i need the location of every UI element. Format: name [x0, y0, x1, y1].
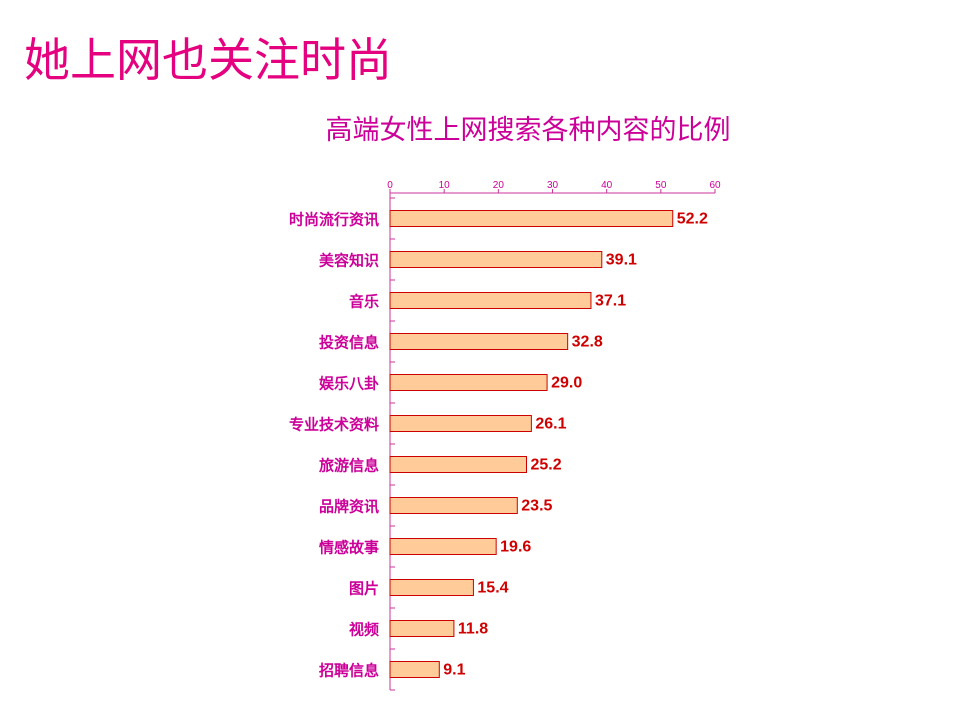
bar [389, 374, 548, 391]
value-label: 11.8 [458, 621, 488, 638]
bar [389, 620, 455, 637]
category-labels: 时尚流行资讯美容知识音乐投资信息娱乐八卦专业技术资料旅游信息品牌资讯情感故事图片… [289, 211, 379, 680]
bar [389, 333, 569, 350]
x-tick-label: 30 [547, 180, 559, 191]
category-label: 娱乐八卦 [319, 375, 379, 393]
x-axis-ticks: 0 10 20 30 40 50 60 [387, 180, 721, 193]
value-label: 39.1 [606, 252, 637, 269]
value-label: 32.8 [572, 334, 603, 351]
bar-series [389, 210, 674, 678]
bar [389, 661, 440, 678]
value-label: 29.0 [551, 375, 582, 392]
bar [389, 497, 518, 514]
value-label: 52.2 [677, 211, 708, 228]
value-label: 15.4 [477, 580, 508, 597]
x-tick-label: 10 [439, 180, 451, 191]
bar [389, 251, 603, 268]
value-label: 26.1 [535, 416, 566, 433]
value-label: 37.1 [595, 293, 626, 310]
category-label: 视频 [349, 621, 379, 639]
category-label: 情感故事 [319, 539, 379, 557]
x-tick-label: 60 [709, 180, 721, 191]
slide-title: 她上网也关注时尚 [24, 33, 392, 87]
category-label: 图片 [349, 580, 379, 598]
value-label: 25.2 [531, 457, 562, 474]
x-tick-label: 50 [655, 180, 667, 191]
x-tick-label: 0 [387, 180, 393, 191]
value-label: 23.5 [521, 498, 552, 515]
bar [389, 538, 497, 555]
value-label: 19.6 [500, 539, 531, 556]
x-tick-label: 20 [493, 180, 505, 191]
category-label: 旅游信息 [319, 457, 379, 475]
bar [389, 292, 592, 309]
x-tick-label: 40 [601, 180, 613, 191]
bar [389, 456, 527, 473]
category-label: 招聘信息 [319, 662, 379, 680]
value-labels: 52.2 39.1 37.1 32.8 29.0 26.1 25.2 23.5 19.6 15.4… [443, 211, 708, 679]
chart-title: 高端女性上网搜索各种内容的比例 [325, 115, 731, 146]
category-label: 专业技术资料 [289, 416, 379, 434]
category-label: 音乐 [349, 293, 379, 311]
category-label: 投资信息 [319, 334, 379, 352]
value-label: 9.1 [443, 662, 465, 679]
bar [389, 415, 532, 432]
category-label: 时尚流行资讯 [289, 211, 379, 229]
category-label: 品牌资讯 [319, 498, 379, 516]
category-label: 美容知识 [319, 252, 379, 270]
bar [389, 210, 674, 227]
bar [389, 579, 474, 596]
